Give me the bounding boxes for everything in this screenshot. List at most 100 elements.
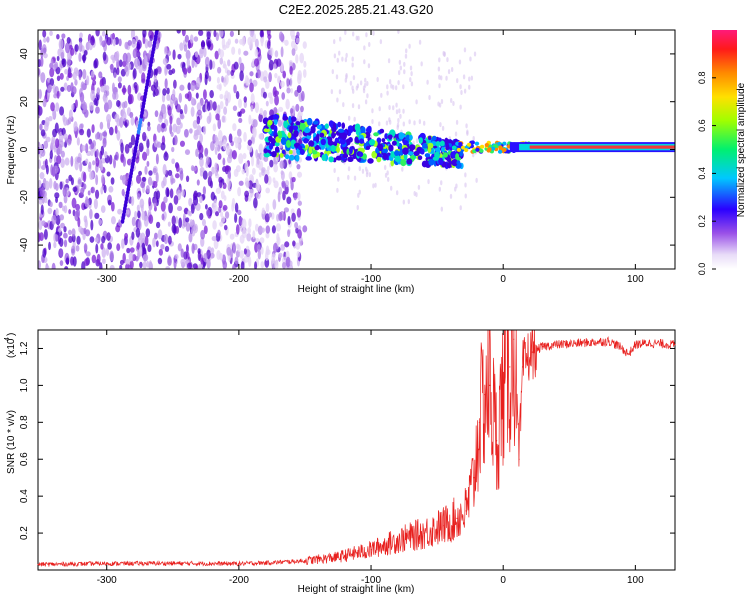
heatmap-noise-mark — [134, 84, 138, 95]
heatmap-faint-mark — [408, 119, 411, 125]
heatmap-noise-mark — [79, 161, 83, 172]
heatmap-noise-mark — [239, 250, 244, 259]
heatmap-noise-mark — [273, 63, 277, 70]
heatmap-noise-mark — [138, 245, 143, 257]
snr-point — [238, 563, 240, 565]
heatmap-noise-mark — [167, 105, 172, 116]
heatmap-faint-mark — [387, 58, 391, 64]
heatmap-noise-mark — [291, 212, 296, 223]
heatmap-noise-mark — [51, 214, 57, 225]
heatmap-noise-mark — [184, 128, 189, 138]
heatmap-noise-mark — [205, 156, 210, 166]
heatmap-noise-mark — [89, 101, 94, 111]
heatmap-cluster-mark — [303, 127, 311, 134]
heatmap-noise-mark — [237, 209, 242, 216]
heatmap-noise-mark — [80, 187, 85, 195]
heatmap-cluster-mark — [437, 137, 442, 142]
heatmap-noise-mark — [102, 131, 108, 137]
heatmap-faint-mark — [449, 193, 453, 199]
heatmap-noise-mark — [141, 176, 147, 182]
heatmap-noise-mark — [295, 54, 299, 64]
snr-point — [495, 440, 498, 442]
heatmap-cluster-mark — [407, 151, 414, 156]
heatmap-noise-mark — [165, 266, 171, 269]
heatmap-faint-mark — [357, 104, 361, 110]
heatmap-noise-mark — [254, 38, 259, 48]
heatmap-noise-mark — [297, 192, 301, 201]
heatmap-cluster-mark — [408, 144, 416, 151]
heatmap-noise-mark — [243, 96, 247, 103]
heatmap-noise-mark — [94, 237, 99, 243]
heatmap-noise-mark — [67, 229, 72, 236]
heatmap-noise-mark — [48, 115, 53, 122]
heatmap-noise-mark — [40, 72, 46, 83]
heatmap-noise-mark — [167, 169, 173, 176]
heatmap-noise-mark — [145, 228, 151, 238]
heatmap-noise-mark — [193, 36, 199, 42]
heatmap-cluster-mark — [310, 125, 316, 134]
heatmap-noise-mark — [277, 119, 283, 128]
heatmap-cluster-mark — [421, 142, 428, 149]
heatmap-noise-mark — [235, 142, 239, 149]
heatmap-noise-mark — [95, 30, 100, 37]
heatmap-noise-mark — [41, 44, 47, 55]
heatmap-faint-mark — [331, 69, 334, 75]
heatmap-noise-mark — [217, 66, 222, 74]
heatmap-noise-mark — [93, 97, 97, 106]
heatmap-noise-mark — [215, 187, 221, 194]
heatmap-noise-mark — [302, 225, 308, 233]
heatmap-noise-mark — [101, 40, 106, 48]
heatmap-faint-mark — [428, 94, 431, 100]
heatmap-noise-mark — [252, 79, 258, 87]
heatmap-noise-mark — [226, 69, 231, 76]
heatmap-noise-mark — [221, 75, 224, 83]
snr-x-ticks: -300 -200 -100 0 100 — [97, 330, 644, 586]
heatmap-faint-mark — [440, 180, 443, 186]
heatmap-noise-mark — [112, 91, 117, 100]
heatmap-faint-mark — [386, 84, 389, 90]
heatmap-noise-mark — [63, 82, 68, 91]
heatmap-faint-mark — [418, 119, 422, 125]
heatmap-cluster-mark — [295, 154, 300, 162]
heatmap-noise-mark — [50, 58, 54, 68]
heatmap-noise-mark — [60, 222, 65, 229]
heatmap-noise-mark — [223, 106, 228, 115]
heatmap-noise-mark — [84, 143, 89, 154]
heatmap-faint-mark — [345, 72, 348, 78]
heatmap-faint-mark — [455, 183, 458, 189]
heatmap-noise-mark — [278, 31, 284, 41]
heatmap-noise-mark — [296, 112, 302, 124]
heatmap-noise-mark — [295, 242, 301, 250]
heatmap-faint-mark — [333, 53, 337, 59]
heatmap-noise-mark — [55, 234, 59, 242]
heatmap-noise-mark — [67, 72, 73, 79]
heatmap-noise-mark — [122, 52, 128, 63]
snr-point — [443, 525, 445, 527]
heatmap-noise-mark — [266, 30, 271, 37]
snr-y-label: SNR (10 * v/v) — [6, 410, 17, 474]
heatmap-faint-mark — [410, 71, 413, 77]
snr-point — [37, 563, 39, 566]
heatmap-noise-mark — [283, 207, 290, 213]
snr-point — [628, 353, 630, 355]
heatmap-noise-mark — [90, 219, 94, 231]
heatmap-noise-mark — [264, 213, 270, 223]
snr-y-tick-label: 1.2 — [19, 341, 30, 355]
heatmap-cluster-mark — [268, 115, 274, 121]
heatmap-cluster-mark — [273, 118, 278, 125]
heatmap-faint-mark — [438, 186, 442, 192]
heatmap-noise-mark — [38, 198, 43, 205]
snr-scale-exponent: 4 — [4, 337, 11, 341]
heatmap-noise-mark — [100, 243, 104, 250]
heatmap-noise-mark — [124, 143, 130, 154]
heatmap-noise-mark — [128, 142, 133, 149]
heatmap-noise-mark — [253, 127, 257, 138]
heatmap-noise-mark — [117, 208, 123, 215]
heatmap-cluster-mark — [391, 140, 397, 146]
heatmap-cluster-mark — [439, 140, 445, 147]
heatmap-faint-mark — [405, 48, 408, 54]
heatmap-cluster-mark — [292, 125, 299, 131]
heatmap-noise-mark — [204, 147, 209, 157]
heatmap-noise-mark — [237, 142, 242, 151]
heatmap-faint-mark — [439, 122, 442, 128]
